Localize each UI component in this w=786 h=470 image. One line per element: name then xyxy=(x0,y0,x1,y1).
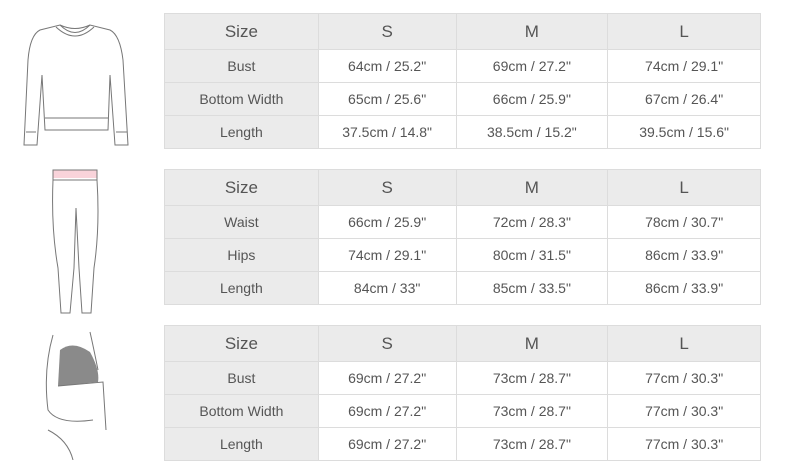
cell: 69cm / 27.2" xyxy=(317,361,457,395)
cell: 67cm / 26.4" xyxy=(607,82,761,116)
row-label: Length xyxy=(164,427,319,461)
cell: 86cm / 33.9" xyxy=(607,271,761,305)
table-row: Bottom Width 69cm / 27.2" 73cm / 28.7" 77cm… xyxy=(164,394,761,428)
cell: 72cm / 28.3" xyxy=(455,205,609,239)
header-cell: L xyxy=(607,169,761,206)
header-cell: S xyxy=(317,169,457,206)
table-header-row: Size S M L xyxy=(164,325,761,362)
table-row: Waist 66cm / 25.9" 72cm / 28.3" 78cm / 30.7… xyxy=(164,205,761,239)
row-label: Bottom Width xyxy=(164,394,319,428)
header-cell: Size xyxy=(164,13,319,50)
cell: 73cm / 28.7" xyxy=(455,361,609,395)
cell: 78cm / 30.7" xyxy=(607,205,761,239)
header-cell: L xyxy=(607,13,761,50)
table-row: Length 69cm / 27.2" 73cm / 28.7" 77cm / 30.… xyxy=(164,427,761,461)
header-cell: Size xyxy=(164,169,319,206)
sweatshirt-illustration-icon xyxy=(23,24,129,146)
cell: 86cm / 33.9" xyxy=(607,238,761,272)
cell: 74cm / 29.1" xyxy=(607,49,761,83)
table-row: Bust 64cm / 25.2" 69cm / 27.2" 74cm / 29.1" xyxy=(164,49,761,83)
cell: 74cm / 29.1" xyxy=(317,238,457,272)
row-label: Bottom Width xyxy=(164,82,319,116)
row-label: Length xyxy=(164,271,319,305)
header-cell: S xyxy=(317,325,457,362)
header-cell: Size xyxy=(164,325,319,362)
table-row: Bottom Width 65cm / 25.6" 66cm / 25.9" 67cm… xyxy=(164,82,761,116)
table-header-row: Size S M L xyxy=(164,13,761,50)
row-label: Length xyxy=(164,115,319,149)
table-header-row: Size S M L xyxy=(164,169,761,206)
header-cell: S xyxy=(317,13,457,50)
row-label: Bust xyxy=(164,49,319,83)
cell: 73cm / 28.7" xyxy=(455,394,609,428)
row-label: Waist xyxy=(164,205,319,239)
cell: 85cm / 33.5" xyxy=(455,271,609,305)
cell: 73cm / 28.7" xyxy=(455,427,609,461)
cell: 66cm / 25.9" xyxy=(317,205,457,239)
cell: 77cm / 30.3" xyxy=(607,394,761,428)
cell: 84cm / 33" xyxy=(317,271,457,305)
header-cell: M xyxy=(455,325,609,362)
cell: 39.5cm / 15.6" xyxy=(607,115,761,149)
table-row: Length 84cm / 33" 85cm / 33.5" 86cm / 33.9" xyxy=(164,271,761,305)
cell: 69cm / 27.2" xyxy=(317,394,457,428)
cell: 69cm / 27.2" xyxy=(317,427,457,461)
header-cell: L xyxy=(607,325,761,362)
row-label: Hips xyxy=(164,238,319,272)
cell: 77cm / 30.3" xyxy=(607,427,761,461)
sweatshirt-size-table: Size S M L Bust 64cm / 25.2" 69cm / 27.2" 74cm… xyxy=(164,13,761,149)
cell: 64cm / 25.2" xyxy=(317,49,457,83)
cell: 38.5cm / 15.2" xyxy=(455,115,609,149)
sports-bra-model-illustration-icon xyxy=(45,331,107,460)
cell: 80cm / 31.5" xyxy=(455,238,609,272)
cell: 77cm / 30.3" xyxy=(607,361,761,395)
table-row: Hips 74cm / 29.1" 80cm / 31.5" 86cm / 33.9" xyxy=(164,238,761,272)
cell: 66cm / 25.9" xyxy=(455,82,609,116)
leggings-illustration-icon xyxy=(52,169,99,314)
cell: 65cm / 25.6" xyxy=(317,82,457,116)
sports-bra-size-table: Size S M L Bust 69cm / 27.2" 73cm / 28.7" 77cm… xyxy=(164,325,761,461)
header-cell: M xyxy=(455,169,609,206)
row-label: Bust xyxy=(164,361,319,395)
header-cell: M xyxy=(455,13,609,50)
cell: 37.5cm / 14.8" xyxy=(317,115,457,149)
cell: 69cm / 27.2" xyxy=(455,49,609,83)
leggings-size-table: Size S M L Waist 66cm / 25.9" 72cm / 28.3" 78c… xyxy=(164,169,761,305)
table-row: Bust 69cm / 27.2" 73cm / 28.7" 77cm / 30.3" xyxy=(164,361,761,395)
table-row: Length 37.5cm / 14.8" 38.5cm / 15.2" 39.5cm… xyxy=(164,115,761,149)
